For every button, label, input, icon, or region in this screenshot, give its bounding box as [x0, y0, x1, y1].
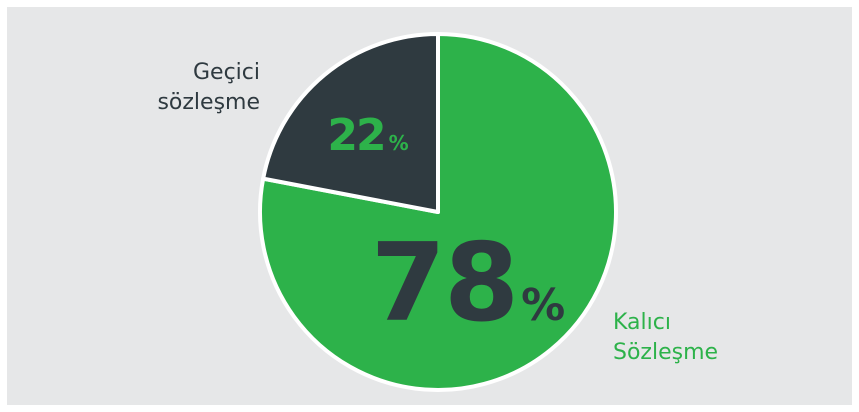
value-unit-kalici: % [521, 280, 565, 331]
slice-label-kalici-line-1: Kalıcı [613, 310, 671, 335]
slice-label-gecici: Geçici sözleşme [130, 58, 260, 118]
pie-slice-kalici [258, 32, 618, 392]
pie-slices [258, 32, 618, 392]
slice-label-gecici-line-2: sözleşme [157, 90, 260, 115]
pie-value-labels: 78%22% [327, 110, 565, 346]
slice-label-kalici: Kalıcı Sözleşme [613, 308, 718, 368]
value-number-gecici: 22 [327, 110, 384, 161]
slice-label-kalici-line-2: Sözleşme [613, 340, 719, 365]
value-unit-gecici: % [389, 131, 409, 155]
value-number-kalici: 78 [371, 221, 517, 346]
value-label-kalici: 78% [371, 221, 565, 346]
slice-label-gecici-line-1: Geçici [193, 60, 260, 85]
pie-slice-gecici [261, 32, 440, 214]
value-label-gecici: 22% [327, 110, 408, 161]
